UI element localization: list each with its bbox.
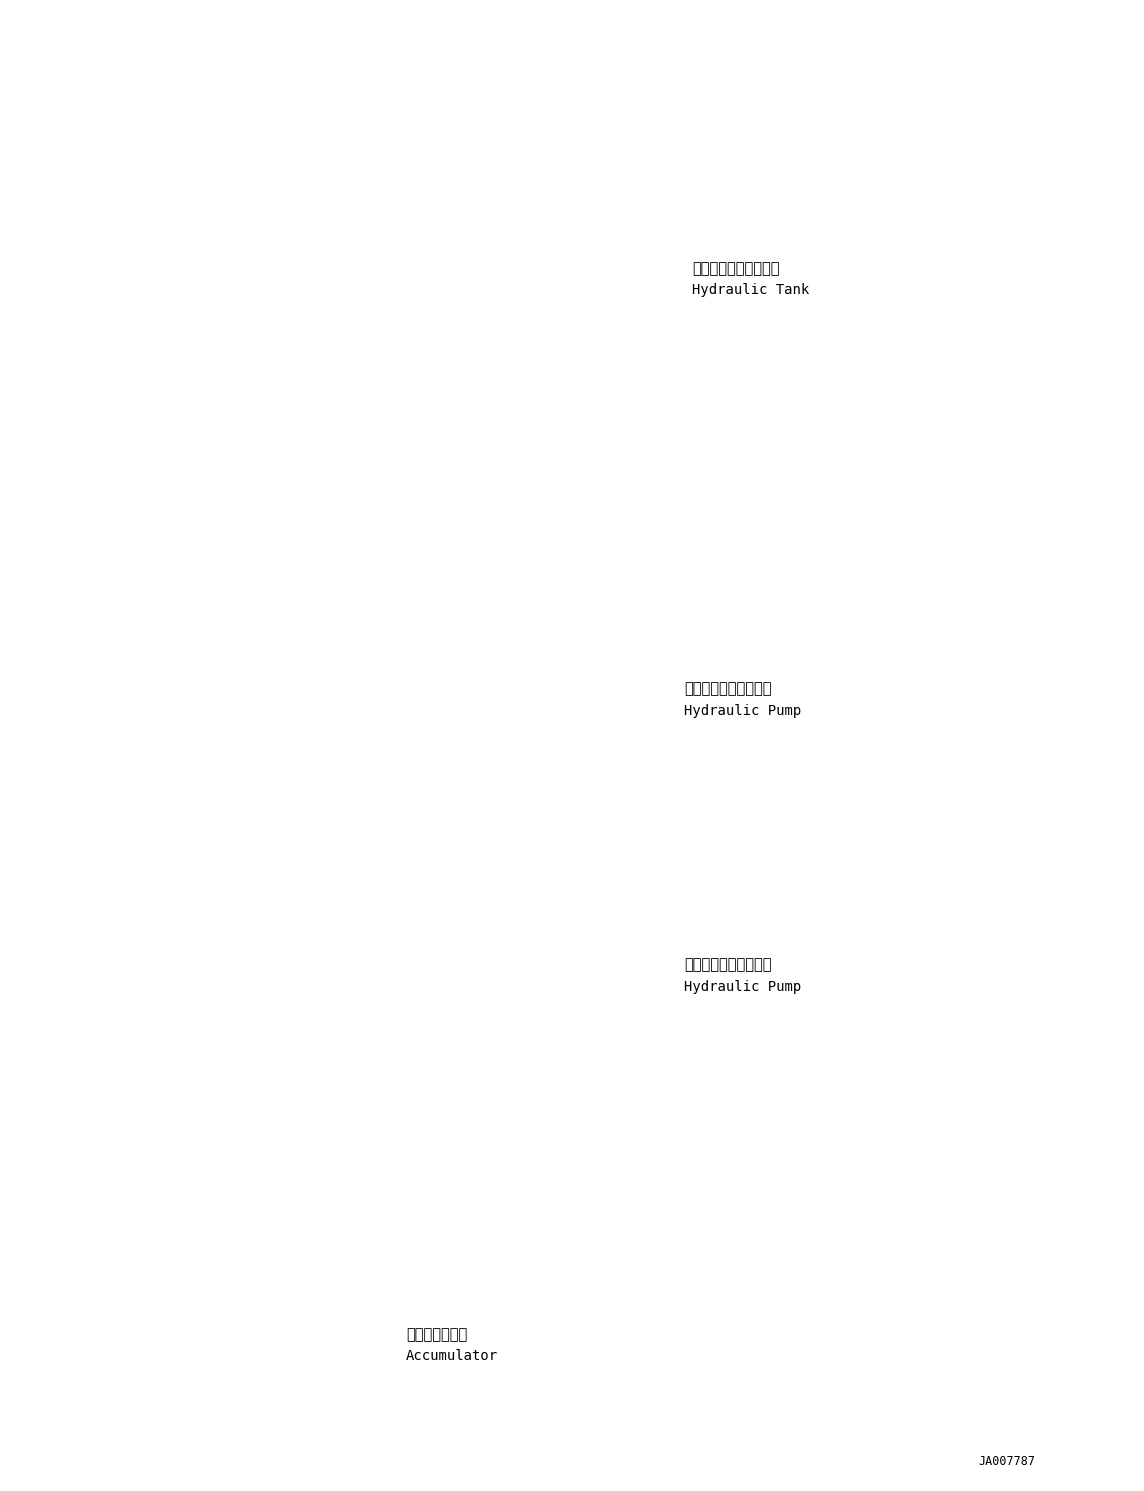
Text: JA007787: JA007787: [978, 1455, 1035, 1469]
Text: ハイドロリックポンプ: ハイドロリックポンプ: [684, 957, 771, 972]
Text: ハイドロリックポンプ: ハイドロリックポンプ: [684, 681, 771, 696]
Text: Hydraulic Pump: Hydraulic Pump: [684, 704, 801, 717]
Text: Accumulator: Accumulator: [406, 1349, 499, 1363]
Text: Hydraulic Tank: Hydraulic Tank: [692, 283, 809, 297]
Text: アキュムレータ: アキュムレータ: [406, 1327, 468, 1342]
Text: ハイドロリックタンク: ハイドロリックタンク: [692, 261, 779, 276]
Text: Hydraulic Pump: Hydraulic Pump: [684, 980, 801, 993]
